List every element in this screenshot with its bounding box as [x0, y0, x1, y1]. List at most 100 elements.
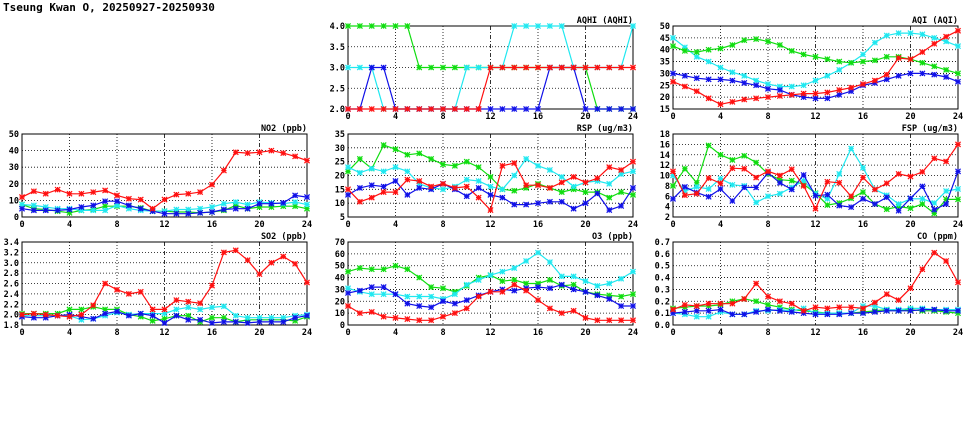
- data-point: [669, 34, 677, 41]
- data-point: [546, 64, 553, 71]
- data-point: [475, 164, 482, 171]
- data-point: [303, 312, 311, 319]
- data-point: [800, 307, 807, 314]
- data-point: [344, 168, 352, 175]
- data-point: [629, 291, 637, 298]
- data-point: [570, 205, 577, 212]
- data-point: [523, 280, 530, 287]
- data-point: [800, 90, 807, 97]
- data-point: [812, 304, 819, 311]
- data-point: [344, 105, 352, 113]
- data-point: [451, 291, 458, 298]
- data-point: [125, 312, 132, 319]
- data-point: [185, 190, 192, 197]
- data-point: [137, 288, 144, 295]
- data-point: [776, 176, 783, 183]
- panel-title: SO2 (ppb): [261, 232, 307, 242]
- data-point: [499, 278, 506, 285]
- data-point: [954, 141, 962, 148]
- plot-frame: [347, 133, 634, 218]
- data-point: [30, 188, 37, 195]
- data-point: [812, 205, 819, 212]
- data-point: [416, 293, 423, 300]
- data-point: [729, 165, 736, 172]
- panel-co: 0.0 0.1 0.2 0.30.4 0.5 0.6 0.7 0 4 8 12 16 20 24 CO (p…: [655, 232, 963, 338]
- data-point: [753, 36, 760, 43]
- data-point: [244, 314, 251, 321]
- y-tick-label: 18: [660, 130, 670, 140]
- data-point: [717, 151, 724, 158]
- data-point: [534, 105, 542, 113]
- data-point: [268, 200, 275, 207]
- data-point: [931, 71, 938, 78]
- data-point: [681, 192, 688, 199]
- x-tick-label: 24: [628, 112, 638, 122]
- data-point: [499, 105, 506, 113]
- data-point: [208, 282, 216, 289]
- data-point: [268, 204, 275, 211]
- data-point: [356, 105, 363, 113]
- data-point: [705, 313, 712, 320]
- data-point: [681, 83, 688, 90]
- data-point: [546, 198, 553, 205]
- data-point: [303, 279, 311, 286]
- data-point: [149, 205, 156, 212]
- data-point: [380, 183, 387, 190]
- data-point: [594, 317, 601, 324]
- data-point: [681, 72, 688, 79]
- data-point: [102, 203, 109, 210]
- data-point: [344, 22, 352, 30]
- data-point: [208, 314, 216, 321]
- x-tick-label: 0: [345, 220, 350, 230]
- series-red: [669, 27, 962, 108]
- data-point: [18, 201, 26, 208]
- data-point: [30, 207, 37, 214]
- data-point: [919, 201, 926, 208]
- x-tick-label: 8: [765, 220, 770, 230]
- y-tick-label: 0.1: [655, 309, 670, 319]
- data-point: [451, 300, 458, 307]
- data-point: [824, 95, 831, 102]
- data-point: [18, 194, 26, 201]
- data-point: [859, 58, 867, 65]
- data-point: [824, 72, 831, 79]
- data-point: [356, 310, 363, 317]
- data-point: [618, 189, 625, 196]
- data-point: [848, 145, 855, 152]
- data-point: [753, 82, 760, 89]
- data-point: [741, 96, 748, 103]
- x-tick-label: 4: [393, 328, 398, 338]
- data-point: [729, 69, 736, 76]
- data-point: [931, 155, 938, 162]
- series-green: [669, 36, 962, 77]
- data-point: [534, 200, 542, 207]
- x-tick-label: 12: [810, 328, 820, 338]
- data-point: [161, 319, 168, 326]
- series-cyan: [669, 30, 962, 90]
- y-tick-label: 0.7: [655, 238, 670, 248]
- x-tick-label: 24: [953, 112, 963, 122]
- data-point: [558, 281, 565, 288]
- data-point: [705, 185, 712, 193]
- data-point: [618, 202, 625, 209]
- data-point: [102, 310, 109, 317]
- data-point: [943, 257, 950, 264]
- data-point: [404, 105, 411, 113]
- panel-title: RSP (ug/m3): [577, 124, 633, 134]
- data-point: [161, 310, 168, 317]
- data-point: [824, 89, 831, 96]
- data-point: [90, 302, 97, 309]
- y-tick-label: 30: [335, 144, 345, 154]
- x-tick-label: 16: [533, 328, 543, 338]
- panel-title: FSP (ug/m3): [902, 124, 958, 134]
- data-point: [475, 276, 482, 283]
- x-tick-label: 4: [67, 328, 72, 338]
- data-point: [800, 82, 807, 89]
- x-tick-label: 8: [440, 220, 445, 230]
- y-tick-label: 0.2: [655, 297, 670, 307]
- data-point: [907, 205, 914, 212]
- data-point: [220, 249, 227, 256]
- data-point: [693, 313, 700, 320]
- data-point: [705, 307, 712, 314]
